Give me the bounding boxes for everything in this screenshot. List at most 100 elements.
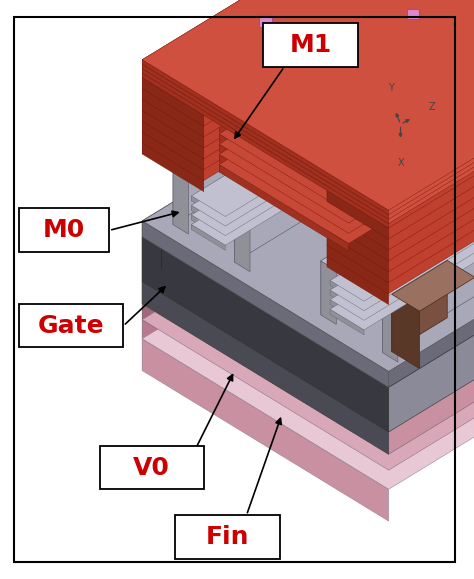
Polygon shape xyxy=(327,234,389,283)
Polygon shape xyxy=(392,294,419,369)
Polygon shape xyxy=(142,0,474,89)
Polygon shape xyxy=(383,299,398,362)
Polygon shape xyxy=(321,50,474,270)
Polygon shape xyxy=(327,30,474,294)
Polygon shape xyxy=(219,0,474,152)
FancyBboxPatch shape xyxy=(100,446,204,489)
Polygon shape xyxy=(142,0,474,223)
FancyBboxPatch shape xyxy=(259,16,272,27)
Polygon shape xyxy=(327,0,474,234)
Polygon shape xyxy=(142,320,389,489)
Text: Y: Y xyxy=(388,83,394,93)
Polygon shape xyxy=(142,0,474,132)
Polygon shape xyxy=(142,0,474,69)
Polygon shape xyxy=(142,78,474,454)
FancyBboxPatch shape xyxy=(19,304,123,347)
Polygon shape xyxy=(191,215,226,241)
Text: M1: M1 xyxy=(289,33,332,57)
Polygon shape xyxy=(327,0,474,261)
Polygon shape xyxy=(219,0,474,121)
Polygon shape xyxy=(142,221,389,387)
Polygon shape xyxy=(219,124,348,210)
Text: M0: M0 xyxy=(43,218,85,242)
Polygon shape xyxy=(235,0,474,262)
Polygon shape xyxy=(191,0,474,210)
Polygon shape xyxy=(142,339,389,521)
Polygon shape xyxy=(219,0,474,203)
Polygon shape xyxy=(219,144,348,231)
Polygon shape xyxy=(219,164,348,251)
Polygon shape xyxy=(142,94,474,470)
Polygon shape xyxy=(383,88,474,353)
FancyBboxPatch shape xyxy=(19,208,109,252)
Polygon shape xyxy=(327,245,389,294)
Polygon shape xyxy=(142,94,474,339)
Polygon shape xyxy=(392,261,474,312)
Polygon shape xyxy=(219,113,348,200)
Polygon shape xyxy=(327,0,474,250)
Polygon shape xyxy=(142,68,389,223)
Polygon shape xyxy=(142,0,474,73)
Polygon shape xyxy=(450,3,474,33)
Polygon shape xyxy=(142,11,474,281)
Polygon shape xyxy=(327,0,474,228)
Polygon shape xyxy=(142,0,474,237)
Polygon shape xyxy=(142,0,474,143)
Polygon shape xyxy=(330,290,364,316)
Polygon shape xyxy=(330,299,364,325)
Polygon shape xyxy=(401,199,449,229)
Polygon shape xyxy=(383,88,474,308)
Polygon shape xyxy=(142,0,474,215)
Polygon shape xyxy=(142,113,474,489)
Polygon shape xyxy=(219,0,474,193)
Polygon shape xyxy=(330,89,474,320)
Polygon shape xyxy=(219,0,474,233)
Polygon shape xyxy=(330,79,474,311)
Polygon shape xyxy=(330,89,474,305)
Polygon shape xyxy=(173,170,189,234)
Polygon shape xyxy=(330,79,474,295)
Polygon shape xyxy=(330,98,474,330)
Polygon shape xyxy=(265,139,276,178)
Polygon shape xyxy=(219,0,474,223)
Polygon shape xyxy=(191,206,226,231)
Polygon shape xyxy=(321,261,336,324)
Polygon shape xyxy=(191,14,474,229)
Polygon shape xyxy=(142,110,204,159)
Polygon shape xyxy=(142,0,474,154)
Polygon shape xyxy=(142,88,204,137)
Polygon shape xyxy=(142,0,474,111)
Polygon shape xyxy=(327,8,474,245)
Polygon shape xyxy=(219,134,348,221)
Polygon shape xyxy=(142,143,204,192)
FancyBboxPatch shape xyxy=(263,23,358,67)
Polygon shape xyxy=(142,0,474,210)
Polygon shape xyxy=(330,69,474,301)
Polygon shape xyxy=(219,154,348,241)
Polygon shape xyxy=(142,281,389,454)
Polygon shape xyxy=(142,303,389,470)
Text: X: X xyxy=(398,157,405,168)
Polygon shape xyxy=(219,0,474,213)
Polygon shape xyxy=(235,208,250,272)
Polygon shape xyxy=(327,19,474,283)
Polygon shape xyxy=(401,222,412,261)
Text: Fin: Fin xyxy=(206,525,249,549)
Polygon shape xyxy=(327,0,474,212)
Polygon shape xyxy=(327,223,389,272)
Polygon shape xyxy=(142,0,474,159)
Polygon shape xyxy=(142,0,474,78)
Polygon shape xyxy=(191,4,474,236)
Polygon shape xyxy=(142,132,204,181)
Polygon shape xyxy=(219,0,474,131)
Polygon shape xyxy=(330,309,364,335)
Polygon shape xyxy=(142,0,474,126)
Polygon shape xyxy=(142,60,389,215)
Polygon shape xyxy=(450,3,474,58)
FancyBboxPatch shape xyxy=(175,515,280,559)
Polygon shape xyxy=(142,113,474,371)
Polygon shape xyxy=(327,0,474,223)
Polygon shape xyxy=(219,0,474,162)
Polygon shape xyxy=(327,201,389,250)
Polygon shape xyxy=(191,0,474,201)
